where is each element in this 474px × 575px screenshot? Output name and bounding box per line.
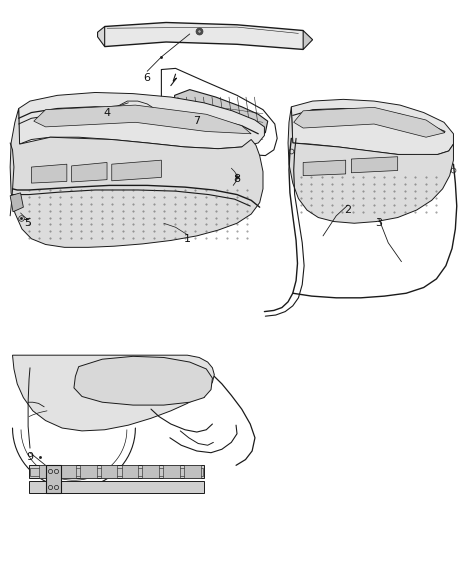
Polygon shape bbox=[29, 465, 204, 478]
Polygon shape bbox=[46, 465, 61, 493]
Polygon shape bbox=[112, 160, 161, 181]
Polygon shape bbox=[303, 30, 313, 49]
Polygon shape bbox=[10, 193, 23, 212]
Polygon shape bbox=[59, 465, 76, 478]
Polygon shape bbox=[294, 108, 445, 137]
Polygon shape bbox=[174, 90, 268, 139]
Polygon shape bbox=[288, 107, 454, 223]
Polygon shape bbox=[29, 481, 204, 493]
Text: 2: 2 bbox=[345, 205, 352, 215]
Text: 9: 9 bbox=[27, 452, 34, 462]
Polygon shape bbox=[38, 465, 55, 478]
Polygon shape bbox=[184, 465, 201, 478]
Polygon shape bbox=[143, 465, 159, 478]
Polygon shape bbox=[74, 356, 212, 405]
Text: 5: 5 bbox=[25, 218, 32, 228]
Polygon shape bbox=[31, 164, 67, 183]
Polygon shape bbox=[292, 99, 454, 156]
Polygon shape bbox=[80, 465, 97, 478]
Polygon shape bbox=[122, 465, 138, 478]
Polygon shape bbox=[303, 160, 346, 175]
Text: 4: 4 bbox=[103, 108, 110, 117]
Polygon shape bbox=[72, 163, 107, 182]
Text: 8: 8 bbox=[233, 174, 241, 183]
Text: 1: 1 bbox=[184, 234, 191, 244]
Polygon shape bbox=[105, 22, 303, 49]
Polygon shape bbox=[34, 105, 251, 134]
Polygon shape bbox=[12, 93, 264, 172]
Text: 7: 7 bbox=[193, 116, 201, 126]
Polygon shape bbox=[12, 355, 214, 431]
Polygon shape bbox=[30, 468, 203, 476]
Polygon shape bbox=[98, 26, 105, 47]
Polygon shape bbox=[101, 465, 118, 478]
Polygon shape bbox=[163, 465, 180, 478]
Text: 3: 3 bbox=[375, 218, 383, 228]
Polygon shape bbox=[10, 109, 263, 247]
Text: 6: 6 bbox=[144, 73, 151, 83]
Polygon shape bbox=[351, 157, 398, 172]
